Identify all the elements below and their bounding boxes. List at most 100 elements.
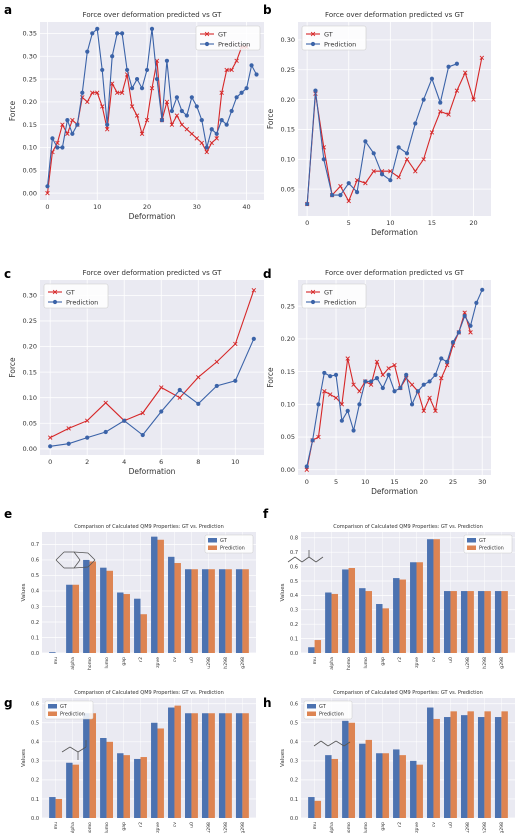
x-tick-label: 0	[305, 219, 309, 227]
x-tick-label: r2	[138, 657, 144, 662]
data-point-prediction	[454, 61, 459, 66]
data-point-prediction	[159, 409, 164, 414]
y-tick-label: 0.6	[290, 564, 298, 570]
x-tick-label: gap	[381, 822, 386, 831]
bar-gt-gap	[117, 753, 124, 818]
data-point-prediction	[103, 429, 108, 435]
x-tick-label: 25	[449, 478, 457, 486]
x-tick-label: gap	[122, 822, 127, 831]
data-point-gt	[444, 362, 450, 368]
bar-prediction-h298	[225, 569, 232, 653]
data-point-prediction	[354, 190, 360, 195]
x-tick-label: alpha	[329, 822, 335, 833]
y-tick-label: 0.30	[23, 52, 37, 60]
data-point-prediction	[105, 122, 110, 127]
data-point-prediction	[239, 90, 244, 95]
x-tick-label: g298	[499, 822, 505, 833]
data-point-gt	[429, 130, 435, 135]
molecule-bond	[73, 559, 81, 569]
bar-prediction-zpve	[416, 562, 423, 653]
data-point-prediction	[115, 31, 120, 36]
x-tick-label: h298	[482, 822, 488, 833]
data-point-prediction	[313, 88, 318, 93]
molecule-bond	[327, 740, 337, 747]
data-point-prediction	[456, 330, 461, 335]
data-point-gt	[388, 169, 393, 174]
bar-gt-lumo	[100, 738, 107, 818]
data-point-prediction	[50, 136, 55, 141]
y-tick-label: 0.35	[23, 30, 37, 38]
x-tick-label: zpve	[415, 822, 420, 833]
bar-prediction-lumo	[106, 570, 113, 653]
data-point-gt	[144, 117, 150, 123]
bar-prediction-g298	[242, 569, 249, 653]
molecule-bond	[55, 559, 65, 569]
x-tick-label: lumo	[363, 822, 369, 833]
molecule-sketch-h	[313, 740, 351, 747]
data-point-gt	[149, 85, 155, 91]
y-tick-label: 0.4	[290, 740, 298, 746]
data-point-prediction	[321, 157, 326, 162]
x-tick-label: lumo	[104, 822, 110, 833]
data-point-prediction	[316, 402, 321, 407]
data-point-gt	[386, 366, 391, 371]
x-tick-label: g298	[240, 822, 246, 833]
data-point-gt	[392, 362, 397, 368]
data-point-gt	[338, 183, 343, 189]
panel-letter: d	[263, 267, 272, 281]
bar-gt-alpha	[325, 592, 332, 653]
legend-marker	[310, 289, 316, 295]
bar-gt-alpha	[325, 755, 332, 818]
legend-label: Prediction	[324, 298, 356, 306]
legend-marker	[204, 41, 210, 47]
data-point-gt	[363, 180, 368, 186]
molecule-bond	[308, 556, 317, 563]
legend-swatch	[467, 545, 476, 550]
y-tick-label: 0.25	[281, 66, 295, 74]
bar-prediction-g298	[242, 713, 249, 818]
x-tick-label: gap	[381, 657, 386, 666]
panel-letter: h	[263, 696, 272, 710]
bar-prediction-cv	[174, 563, 181, 653]
data-point-gt	[224, 67, 229, 73]
data-point-prediction	[149, 26, 155, 31]
y-tick-label: 0.2	[290, 622, 298, 628]
data-point-prediction	[120, 31, 125, 36]
y-axis-label: Force	[8, 100, 17, 121]
bar-prediction-h298	[225, 713, 232, 818]
bar-gt-zpve	[151, 536, 158, 653]
data-point-prediction	[468, 323, 473, 328]
y-tick-label: 0.0	[31, 651, 39, 657]
panel-letter: e	[4, 507, 12, 521]
data-point-gt	[194, 136, 200, 141]
y-axis-label: Values	[280, 749, 286, 767]
data-point-gt	[396, 174, 401, 180]
bar-prediction-u298	[467, 591, 474, 653]
data-point-gt	[104, 127, 110, 132]
molecule-sketch-g	[61, 740, 87, 760]
y-tick-label: 0.05	[23, 419, 37, 427]
y-tick-label: 0.4	[31, 589, 39, 595]
legend-swatch	[307, 711, 316, 716]
data-point-gt	[439, 375, 444, 381]
data-point-prediction	[65, 118, 70, 123]
y-tick-label: 0.00	[23, 445, 37, 453]
x-tick-label: zpve	[156, 822, 161, 833]
x-tick-label: 10	[361, 478, 369, 486]
data-point-prediction	[345, 408, 350, 413]
bar-gt-zpve	[410, 760, 417, 818]
bar-gt-mu	[308, 647, 315, 653]
x-tick-label: 10	[386, 219, 394, 227]
data-point-gt	[139, 131, 145, 137]
legend-label: Prediction	[479, 546, 504, 552]
data-point-gt	[134, 113, 140, 118]
y-tick-label: 0.05	[281, 185, 295, 193]
data-point-prediction	[80, 90, 85, 95]
x-tick-label: cv	[432, 822, 437, 828]
data-point-prediction	[338, 193, 343, 198]
data-point-prediction	[413, 121, 418, 126]
bar-prediction-zpve	[416, 764, 423, 818]
data-point-prediction	[129, 86, 135, 91]
data-point-prediction	[249, 63, 254, 68]
chart-g: g 0.0 0.1 0.2 0.3 0.4 0.5 0.6 Comparison of Calc…	[4, 690, 256, 833]
